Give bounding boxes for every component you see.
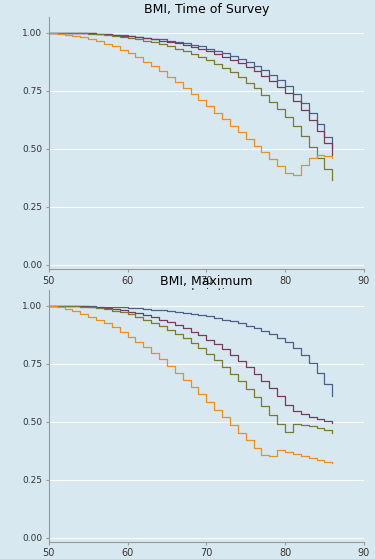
Legend: normal, overweight, obese 1, obese 2: normal, overweight, obese 1, obese 2	[126, 326, 287, 361]
Title: BMI, Time of Survey: BMI, Time of Survey	[144, 3, 269, 16]
X-axis label: analysis time: analysis time	[171, 288, 241, 299]
Title: BMI, Maximum: BMI, Maximum	[160, 276, 252, 288]
